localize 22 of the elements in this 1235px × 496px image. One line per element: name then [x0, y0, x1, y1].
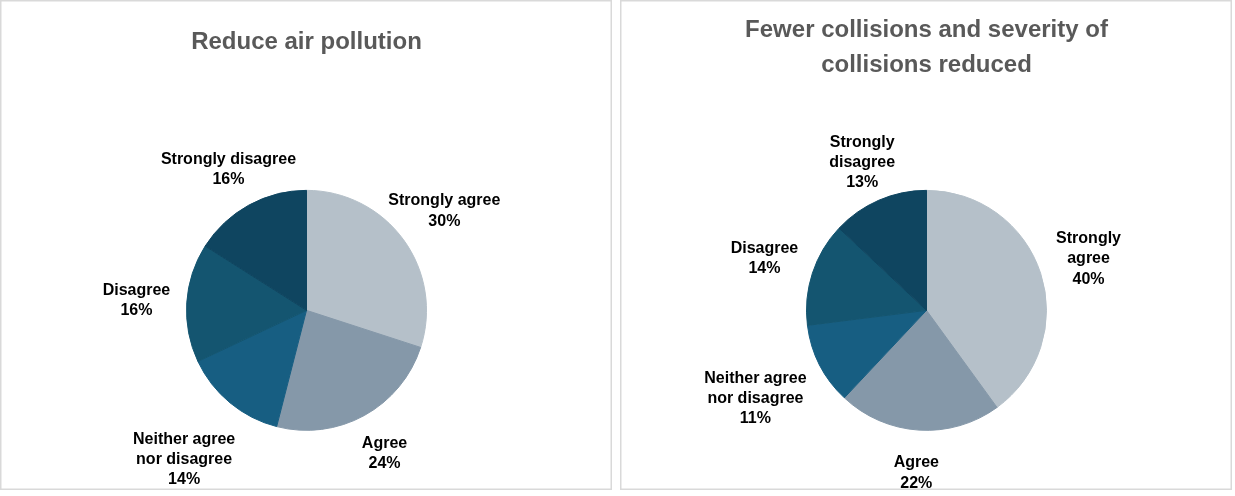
slice-label: Neither agree nor disagree: [704, 368, 807, 407]
data-label: 16%: [120, 301, 153, 319]
data-label: 16%: [212, 169, 245, 187]
slice-label: Strongly agree: [1056, 228, 1122, 267]
data-label: 24%: [368, 454, 401, 472]
data-label: 11%: [739, 409, 771, 427]
data-label: 13%: [846, 173, 879, 191]
slice-label: Agree: [893, 453, 940, 471]
slice-label: Strongly disagree: [829, 132, 896, 171]
slice-label: Strongly disagree: [160, 149, 297, 167]
chart-title: Fewer collisions and severity of collisions reduced: [745, 15, 1109, 78]
data-label: 30%: [428, 211, 461, 229]
data-label: 22%: [900, 473, 933, 491]
data-label: 14%: [748, 259, 781, 277]
slice-label: Strongly agree: [388, 191, 501, 209]
slice-label: Neither agree nor disagree: [132, 429, 236, 467]
slice-label: Disagree: [102, 280, 171, 298]
chart-title: Reduce air pollution: [191, 26, 422, 54]
data-label: 14%: [168, 470, 201, 488]
slice-label: Agree: [361, 433, 408, 451]
slice-label: Disagree: [730, 238, 799, 256]
data-label: 40%: [1072, 269, 1105, 287]
